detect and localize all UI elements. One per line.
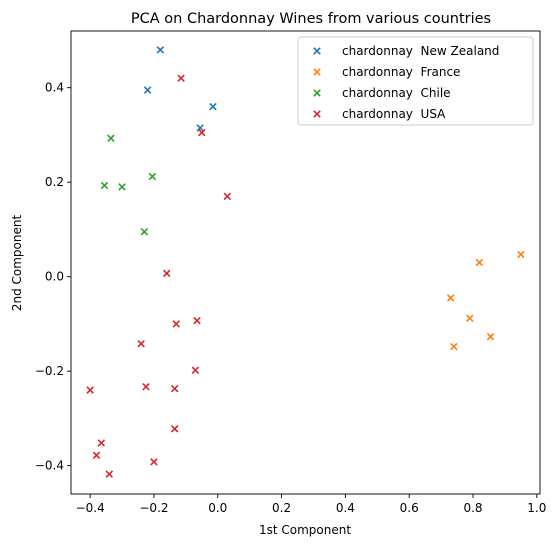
data-point-s3-p4 bbox=[172, 320, 181, 328]
data-point-s3-p15 bbox=[105, 470, 114, 478]
data-point-s3-p12 bbox=[97, 439, 106, 447]
data-point-s1-p3 bbox=[466, 314, 474, 323]
data-point-s3-p3 bbox=[162, 269, 171, 278]
data-point-s0-p2 bbox=[209, 102, 217, 111]
y-axis-label: 2nd Component bbox=[10, 215, 24, 312]
legend-marker-2 bbox=[313, 89, 321, 97]
data-point-s0-p3 bbox=[196, 124, 204, 132]
legend-frame bbox=[297, 36, 534, 126]
legend-entry-3: chardonnay USA bbox=[342, 107, 446, 121]
legend: chardonnay New Zealand chardonnay France c… bbox=[297, 36, 534, 126]
data-point-s1-p0 bbox=[517, 250, 525, 259]
data-point-s2-p3 bbox=[118, 183, 126, 191]
data-point-s3-p6 bbox=[137, 339, 145, 348]
y-tick-label: −0.2 bbox=[35, 364, 64, 378]
legend-marker-0 bbox=[313, 47, 321, 55]
legend-entry-0: chardonnay New Zealand bbox=[342, 44, 499, 58]
x-tick-label: 0.2 bbox=[272, 501, 291, 515]
x-tick-label: 0.0 bbox=[208, 501, 227, 515]
data-point-s3-p14 bbox=[150, 458, 158, 466]
y-tick-label: −0.4 bbox=[35, 459, 64, 473]
y-tick-label: 0.0 bbox=[45, 270, 64, 284]
legend-entry-1: chardonnay France bbox=[342, 65, 460, 79]
x-tick-label: 1.0 bbox=[527, 501, 546, 515]
data-point-s3-p7 bbox=[191, 366, 200, 374]
x-axis: −0.4 −0.2 0.0 0.2 0.4 0.6 0.8 1.0 bbox=[76, 494, 546, 515]
plot-frame bbox=[70, 30, 541, 495]
data-point-s0-p0 bbox=[156, 46, 165, 54]
data-point-s3-p11 bbox=[170, 425, 179, 433]
x-tick-label: 0.6 bbox=[400, 501, 419, 515]
x-tick-label: −0.4 bbox=[76, 501, 105, 515]
data-point-s0-p1 bbox=[143, 86, 152, 94]
legend-marker-1 bbox=[313, 68, 321, 76]
data-point-s2-p4 bbox=[140, 228, 149, 236]
data-point-s3-p0 bbox=[177, 74, 185, 83]
legend-entry-2: chardonnay Chile bbox=[342, 86, 451, 100]
data-point-s3-p10 bbox=[86, 386, 94, 394]
plot-area bbox=[86, 46, 525, 478]
data-point-s2-p2 bbox=[100, 181, 109, 190]
x-tick-label: 0.4 bbox=[336, 501, 355, 515]
chart-title: PCA on Chardonnay Wines from various cou… bbox=[131, 11, 491, 27]
data-point-s2-p1 bbox=[148, 172, 157, 181]
y-tick-label: 0.2 bbox=[45, 175, 64, 189]
data-point-s3-p1 bbox=[198, 128, 206, 137]
x-tick-label: 0.8 bbox=[463, 501, 482, 515]
data-point-s3-p13 bbox=[92, 451, 101, 460]
y-tick-label: 0.4 bbox=[45, 81, 64, 95]
legend-marker-3 bbox=[313, 110, 321, 118]
data-point-s1-p5 bbox=[450, 342, 458, 351]
data-point-s1-p4 bbox=[486, 332, 495, 341]
y-axis: −0.4 −0.2 0.0 0.2 0.4 bbox=[35, 81, 71, 473]
x-axis-label: 1st Component bbox=[259, 523, 351, 537]
data-point-s3-p2 bbox=[223, 192, 232, 201]
data-point-s3-p8 bbox=[142, 382, 150, 391]
data-point-s1-p1 bbox=[475, 258, 484, 267]
x-tick-label: −0.2 bbox=[139, 501, 168, 515]
data-point-s3-p5 bbox=[193, 316, 201, 325]
data-point-s3-p9 bbox=[170, 384, 179, 393]
data-point-s2-p0 bbox=[107, 134, 115, 143]
data-point-s1-p2 bbox=[446, 294, 455, 302]
